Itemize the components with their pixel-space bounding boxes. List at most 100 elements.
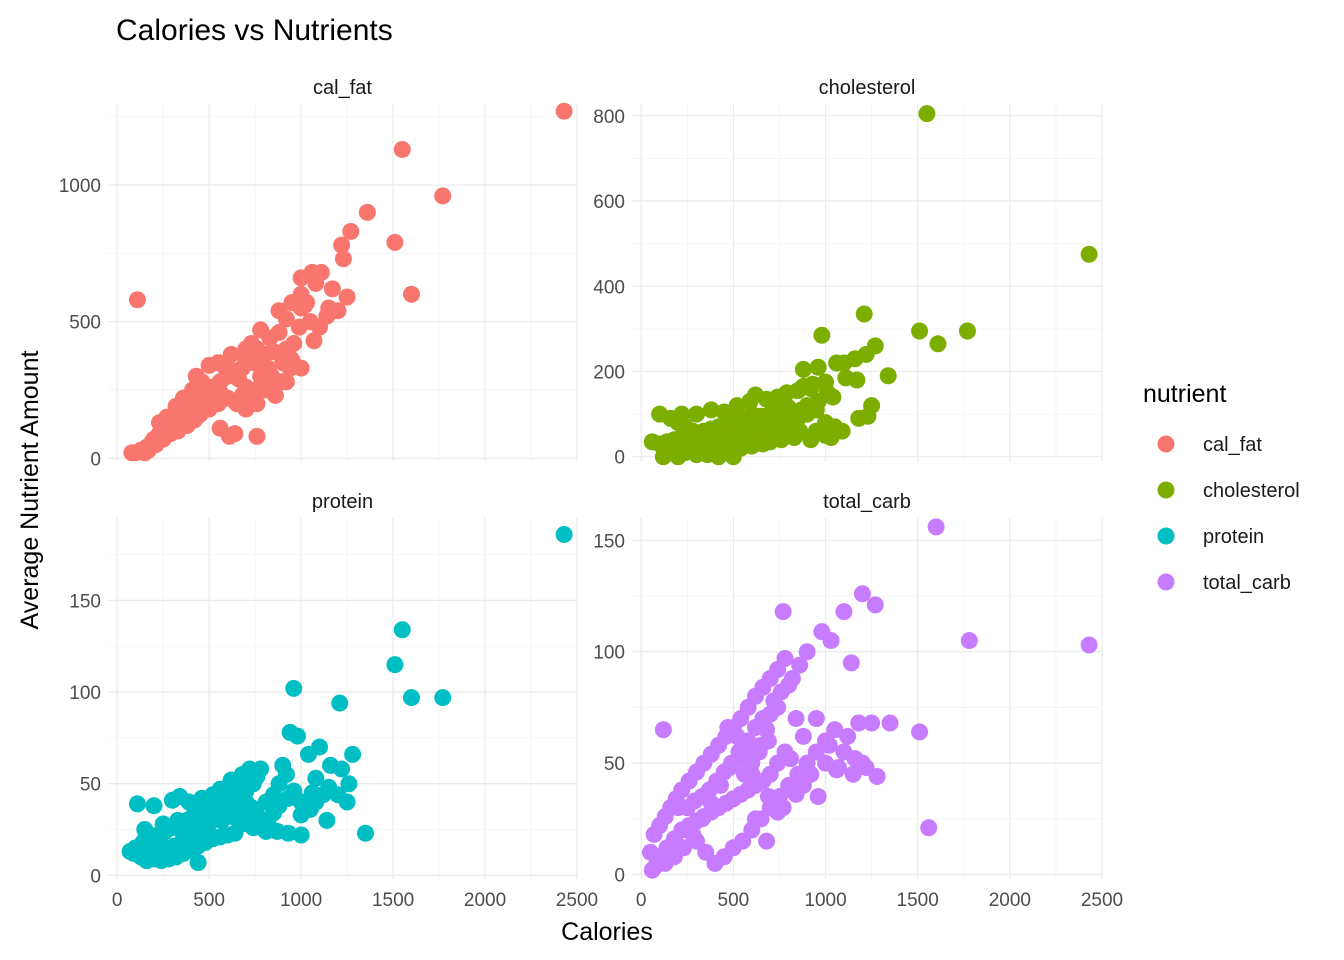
legend-key-protein — [1157, 527, 1175, 545]
x-axis-title: Calories — [561, 918, 653, 946]
data-point — [866, 596, 884, 614]
x-tick-label: 2500 — [556, 890, 598, 911]
data-point — [850, 409, 868, 427]
y-tick-label: 0 — [90, 866, 101, 887]
y-tick-label: 500 — [69, 313, 101, 334]
data-point — [794, 360, 812, 378]
data-point — [828, 354, 846, 372]
x-tick-label: 2000 — [989, 890, 1031, 911]
data-point — [281, 723, 299, 741]
data-point — [311, 738, 329, 756]
data-point — [769, 803, 787, 821]
legend-label-total_carb: total_carb — [1203, 572, 1291, 594]
data-point — [807, 422, 825, 440]
data-point — [555, 525, 573, 543]
data-point — [204, 786, 222, 804]
data-point — [344, 745, 362, 763]
data-point — [842, 654, 860, 672]
data-point — [850, 714, 868, 732]
data-point — [154, 815, 172, 833]
y-tick-label: 100 — [593, 643, 625, 664]
data-point — [960, 632, 978, 650]
data-point — [807, 710, 825, 728]
data-point — [822, 632, 840, 650]
data-point — [244, 354, 262, 372]
data-point — [356, 824, 374, 842]
data-point — [338, 288, 356, 306]
points-protein — [121, 525, 573, 872]
data-point — [759, 788, 777, 806]
data-point — [958, 322, 976, 340]
data-point — [189, 854, 207, 872]
data-point — [809, 358, 827, 376]
data-point — [393, 621, 411, 639]
y-tick-label: 100 — [69, 683, 101, 704]
data-point — [1080, 636, 1098, 654]
data-point — [927, 518, 945, 536]
data-point — [820, 736, 838, 754]
data-point — [277, 340, 295, 358]
x-tick-label: 500 — [193, 890, 225, 911]
facet-panel-cholesterol: cholesterol 0 200 400 600 800 — [593, 77, 1103, 469]
data-point — [746, 810, 764, 828]
data-point — [331, 694, 349, 712]
data-point — [735, 736, 753, 754]
data-point — [695, 437, 713, 455]
data-point — [220, 427, 238, 445]
data-point — [693, 810, 711, 828]
data-point — [314, 786, 332, 804]
data-point — [311, 318, 329, 336]
data-point — [187, 367, 205, 385]
data-point — [402, 285, 420, 303]
facet-label-protein: protein — [312, 491, 373, 513]
data-point — [675, 839, 693, 857]
data-point — [794, 727, 812, 745]
data-point — [920, 819, 938, 837]
data-point — [340, 775, 358, 793]
chart-title: Calories vs Nutrients — [116, 14, 393, 47]
facet-label-cholesterol: cholesterol — [819, 77, 916, 99]
data-point — [434, 187, 452, 205]
data-point — [386, 656, 404, 674]
data-point — [298, 293, 316, 311]
data-point — [758, 832, 776, 850]
data-point — [290, 318, 308, 336]
data-point — [307, 769, 325, 787]
y-tick-label: 50 — [604, 754, 625, 775]
data-point — [333, 760, 351, 778]
points-cholesterol — [643, 105, 1098, 466]
data-point — [737, 420, 755, 438]
data-point — [305, 332, 323, 350]
data-point — [393, 140, 411, 158]
data-point — [252, 321, 270, 339]
data-point — [728, 397, 746, 415]
data-point — [673, 405, 691, 423]
data-point — [682, 439, 700, 457]
facet-label-total_carb: total_carb — [823, 491, 911, 513]
data-point — [758, 721, 776, 739]
data-point — [274, 756, 292, 774]
data-point — [688, 405, 706, 423]
data-point — [169, 811, 187, 829]
data-point — [863, 714, 881, 732]
data-point — [853, 585, 871, 603]
data-point — [826, 721, 844, 739]
data-point — [643, 861, 661, 879]
data-point — [281, 359, 299, 377]
legend-title: nutrient — [1143, 380, 1226, 408]
x-tick-label: 500 — [718, 890, 750, 911]
data-point — [643, 433, 661, 451]
data-point — [702, 401, 720, 419]
data-point — [791, 656, 809, 674]
data-point — [715, 403, 733, 421]
data-point — [125, 844, 143, 862]
x-tick-label: 2500 — [1081, 890, 1123, 911]
x-tick-label: 1500 — [897, 890, 939, 911]
x-tick-label: 1000 — [804, 890, 846, 911]
data-point — [855, 305, 873, 323]
facet-panel-cal_fat: cal_fat 0 500 1000 — [59, 77, 578, 470]
data-point — [248, 427, 266, 445]
data-point — [224, 808, 242, 826]
